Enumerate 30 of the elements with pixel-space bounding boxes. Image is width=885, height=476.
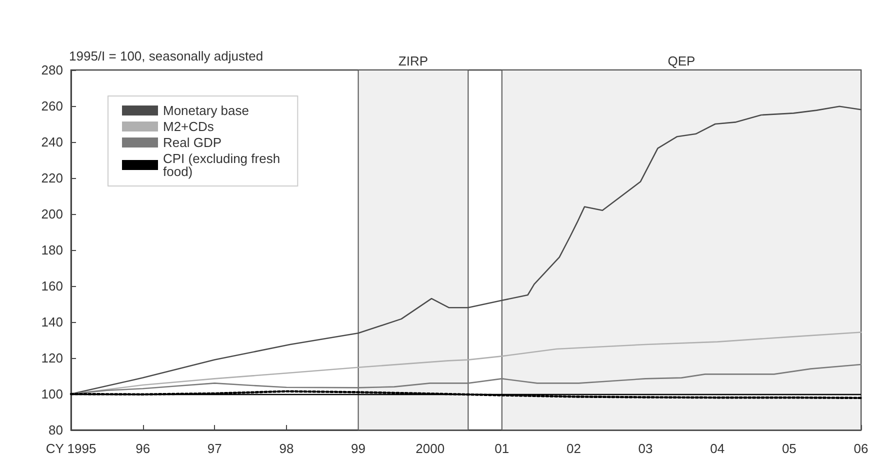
y-tick-label: 80	[48, 422, 63, 438]
y-tick-label: 180	[41, 242, 63, 258]
x-tick-label: 98	[279, 441, 294, 456]
y-tick-label: 280	[41, 62, 63, 78]
x-tick-label: 96	[136, 441, 150, 456]
y-tick-label: 160	[41, 278, 63, 294]
x-tick-label: 01	[494, 441, 510, 456]
x-tick-label: 05	[782, 441, 796, 456]
x-tick-label: 06	[854, 441, 868, 456]
x-tick-label: 2000	[416, 441, 445, 456]
legend-label: Real GDP	[163, 135, 222, 150]
y-tick-label: 120	[41, 350, 63, 366]
x-tick-label: 02	[566, 441, 581, 456]
x-tick-label: 04	[710, 441, 725, 456]
y-tick-label: 200	[41, 206, 63, 222]
y-tick-label: 140	[41, 314, 63, 330]
y-tick-label: 260	[41, 98, 63, 114]
legend-label: M2+CDs	[163, 119, 214, 134]
x-tick-label: 99	[351, 441, 366, 456]
legend-label: CPI (excluding fresh food)	[163, 151, 284, 179]
y-tick-label: 240	[41, 134, 63, 150]
x-tick-label: CY 1995	[46, 441, 96, 456]
y-axis-title: 1995/I = 100, seasonally adjusted	[69, 48, 264, 64]
x-tick-label: 03	[638, 441, 653, 456]
band-label: ZIRP	[398, 54, 428, 68]
legend-label: Monetary base	[163, 103, 249, 118]
x-tick-label: 97	[207, 441, 222, 456]
y-tick-label: 100	[41, 386, 63, 402]
band-label: QEP	[668, 54, 696, 68]
y-tick-label: 220	[41, 170, 63, 186]
